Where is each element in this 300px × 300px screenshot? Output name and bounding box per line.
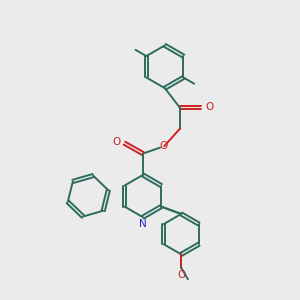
Text: O: O bbox=[205, 103, 214, 112]
Text: O: O bbox=[177, 270, 185, 280]
Text: O: O bbox=[112, 137, 120, 147]
Text: O: O bbox=[159, 141, 167, 151]
Text: N: N bbox=[139, 219, 147, 229]
